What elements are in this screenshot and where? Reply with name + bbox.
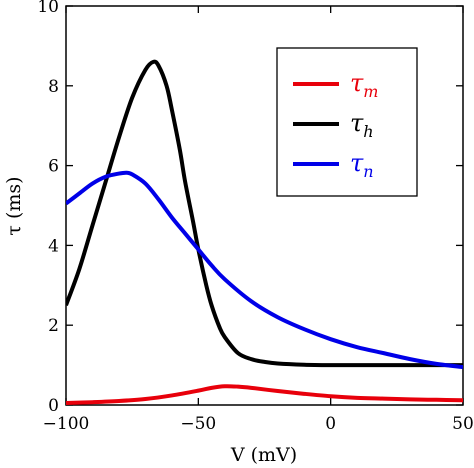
series-line-h	[66, 59, 463, 368]
x-tick-label: −50	[180, 414, 216, 434]
y-tick-label: 6	[48, 157, 59, 177]
legend-label-n: τn	[350, 149, 374, 181]
y-tick-label: 4	[48, 236, 59, 256]
legend-items: τm τh τn	[293, 69, 378, 181]
plot-area	[65, 5, 464, 406]
series-line-n	[66, 170, 463, 370]
series-line-m	[66, 384, 463, 405]
axis-ticks	[65, 5, 464, 406]
legend-label-m: τm	[350, 69, 378, 101]
series-lines	[66, 59, 463, 405]
y-tick-label: 0	[48, 396, 59, 416]
x-axis-label: V (mV)	[230, 444, 297, 466]
y-tick-label: 2	[48, 316, 59, 336]
legend: τm τh τn	[276, 47, 418, 197]
x-tick-label: 50	[452, 414, 474, 434]
axis-tick-labels: −100 −50 0 50 0 2 4 6 8 10	[37, 0, 473, 434]
y-tick-label: 10	[37, 0, 59, 17]
x-tick-label: 0	[325, 414, 336, 434]
x-tick-label: −100	[43, 414, 90, 434]
y-tick-label: 8	[48, 77, 59, 97]
y-axis-label: τ (ms)	[3, 176, 25, 235]
legend-label-h: τh	[350, 109, 374, 141]
